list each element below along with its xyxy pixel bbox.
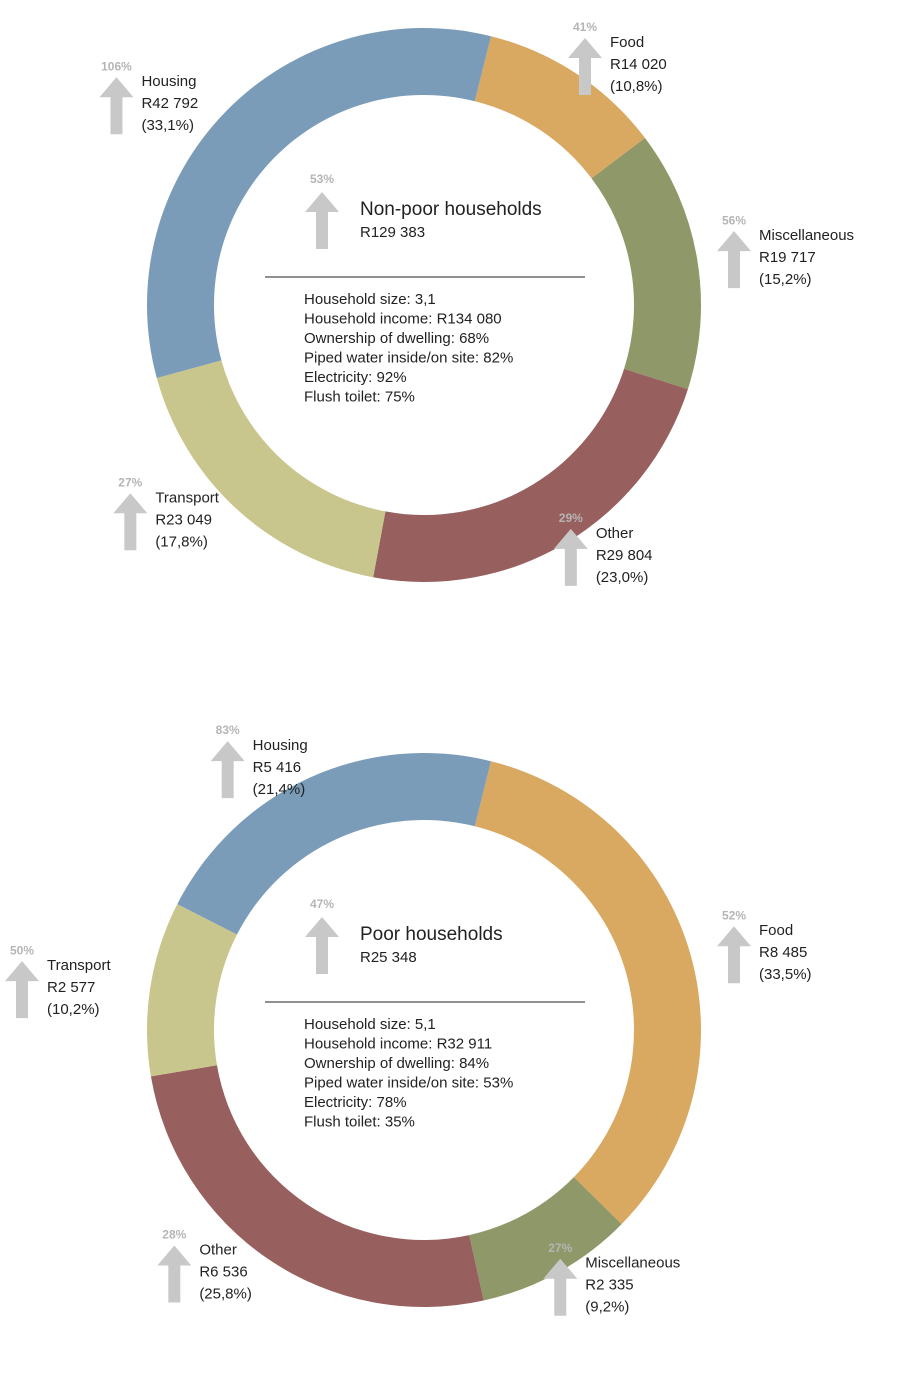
change-label: 27%: [548, 1241, 572, 1255]
up-arrow: [210, 741, 245, 799]
category-label: Miscellaneous: [585, 1255, 680, 1272]
note: Ownership of dwelling: 68%: [304, 330, 489, 347]
note: Household size: 5,1: [304, 1016, 436, 1033]
category-label: Other: [596, 525, 634, 542]
donut-segment: [147, 904, 237, 1077]
value-label: (17,8%): [155, 533, 208, 550]
donut-segment: [474, 761, 701, 1225]
note: Flush toilet: 75%: [304, 388, 415, 405]
value-label: (10,8%): [610, 78, 663, 95]
donut-segment: [147, 27, 492, 378]
up-arrow: [717, 231, 751, 289]
value-label: (33,1%): [141, 117, 194, 134]
category-label: Food: [759, 922, 793, 939]
category-label: Food: [610, 34, 644, 51]
total-label: R25 348: [360, 949, 417, 966]
change-label: 52%: [722, 908, 746, 922]
donut-segment: [591, 137, 701, 390]
donut-segment: [177, 753, 492, 935]
amount-label: R42 792: [141, 95, 198, 112]
up-arrow: [157, 1245, 192, 1303]
up-arrow: [99, 77, 134, 135]
up-arrow: [567, 38, 602, 96]
note: Electricity: 92%: [304, 369, 407, 386]
change-label: 28%: [162, 1228, 186, 1242]
up-arrow: [553, 528, 588, 586]
value-label: (9,2%): [585, 1299, 629, 1316]
donut-segment: [156, 360, 386, 578]
change-label: 27%: [118, 475, 142, 489]
note: Ownership of dwelling: 84%: [304, 1055, 489, 1072]
chart-title: Non-poor households: [360, 199, 542, 220]
amount-label: R8 485: [759, 944, 807, 961]
amount-label: R29 804: [596, 547, 653, 564]
change-label: 29%: [559, 511, 583, 525]
note: Flush toilet: 35%: [304, 1113, 415, 1130]
note: Household income: R32 911: [304, 1035, 492, 1052]
change-label: 47%: [310, 897, 334, 911]
up-arrow: [717, 926, 751, 984]
total-label: R129 383: [360, 224, 425, 241]
note: Piped water inside/on site: 53%: [304, 1074, 513, 1091]
category-label: Housing: [253, 737, 308, 754]
amount-label: R14 020: [610, 56, 667, 73]
chart-title: Poor households: [360, 924, 503, 945]
value-label: (15,2%): [759, 271, 812, 288]
up-arrow: [543, 1258, 578, 1316]
note: Household size: 3,1: [304, 291, 436, 308]
category-label: Miscellaneous: [759, 227, 854, 244]
change-label: 41%: [573, 20, 597, 34]
category-label: Transport: [47, 957, 111, 974]
donut-segment: [474, 36, 645, 179]
value-label: (23,0%): [596, 569, 649, 586]
change-label: 56%: [722, 213, 746, 227]
change-label: 106%: [101, 59, 132, 73]
value-label: (10,2%): [47, 1001, 100, 1018]
amount-label: R19 717: [759, 249, 816, 266]
amount-label: R23 049: [155, 511, 212, 528]
amount-label: R2 577: [47, 979, 95, 996]
donut-segment: [373, 368, 688, 582]
amount-label: R5 416: [253, 759, 301, 776]
change-label: 50%: [10, 943, 34, 957]
value-label: (33,5%): [759, 966, 812, 983]
amount-label: R6 536: [199, 1264, 247, 1281]
change-label: 83%: [216, 723, 240, 737]
value-label: (21,4%): [253, 781, 306, 798]
category-label: Transport: [155, 489, 219, 506]
up-arrow: [305, 917, 339, 974]
note: Electricity: 78%: [304, 1094, 407, 1111]
change-label: 53%: [310, 172, 334, 186]
up-arrow: [5, 961, 39, 1019]
category-label: Housing: [141, 73, 196, 90]
note: Household income: R134 080: [304, 310, 502, 327]
amount-label: R2 335: [585, 1277, 633, 1294]
category-label: Other: [199, 1242, 237, 1259]
donut-segment: [469, 1177, 622, 1301]
value-label: (25,8%): [199, 1286, 252, 1303]
up-arrow: [305, 192, 339, 249]
donut-segment: [150, 1065, 484, 1307]
up-arrow: [113, 493, 148, 551]
note: Piped water inside/on site: 82%: [304, 349, 513, 366]
